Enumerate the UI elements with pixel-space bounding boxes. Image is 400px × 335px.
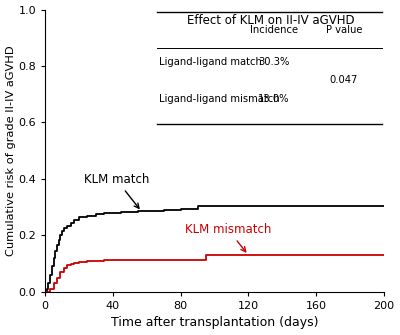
Text: Effect of KLM on II-IV aGVHD: Effect of KLM on II-IV aGVHD [186, 14, 354, 27]
Text: KLM mismatch: KLM mismatch [185, 223, 271, 252]
X-axis label: Time after transplantation (days): Time after transplantation (days) [111, 317, 318, 329]
Text: KLM match: KLM match [84, 173, 149, 208]
Y-axis label: Cumulative risk of grade II-IV aGVHD: Cumulative risk of grade II-IV aGVHD [6, 46, 16, 256]
